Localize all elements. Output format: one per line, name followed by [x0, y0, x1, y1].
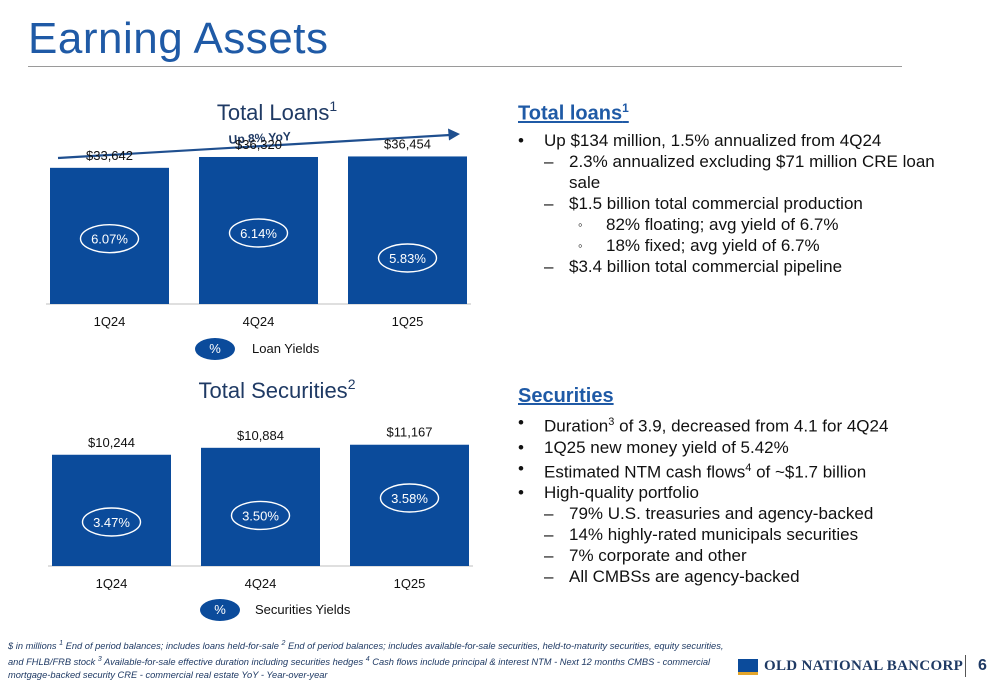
logo-text: OLD NATIONAL BANCORP: [764, 658, 964, 674]
loans-yield-label: 5.83%: [389, 251, 426, 266]
footnote: $ in millions 1 End of period balances; …: [8, 640, 724, 681]
securities-legend-pill: [200, 599, 240, 621]
securities-subbullet: –7% corporate and other: [544, 546, 747, 566]
securities-value-label: $10,244: [88, 435, 135, 450]
loans-legend-symbol: %: [209, 341, 221, 356]
securities-yield-oval: [230, 500, 291, 531]
loans-bar: [348, 156, 467, 304]
loans-legend-pill: [195, 338, 235, 360]
securities-panel: Securities • Duration3 of 3.9, decreased …: [518, 384, 958, 587]
securities-legend-label: Securities Yields: [255, 602, 351, 617]
securities-yield-label: 3.50%: [242, 508, 279, 523]
trend-arrow-line: [57, 133, 451, 160]
loans-bullet: • Up $134 million, 1.5% annualized from 4…: [518, 130, 882, 150]
loans-chart-title-sup: 1: [329, 98, 337, 114]
securities-yield-label: 3.58%: [391, 491, 428, 506]
total-securities-chart: Total Securities2 $10,244 1Q24 3.47% $10,88…: [30, 368, 500, 590]
securities-bullet: • Duration3 of 3.9, decreased from 4.1 fo…: [518, 413, 889, 436]
trend-arrow-head: [448, 128, 460, 141]
loans-subbullet: – $1.5 billion total commercial productio…: [544, 193, 863, 213]
securities-category-label: 1Q25: [394, 576, 426, 590]
svg-text:Total Loans1: Total Loans1: [217, 98, 338, 125]
total-loans-chart: Total Loans1 Up 8% YoY $33,642 1Q24 6.07% $…: [30, 90, 500, 365]
securities-category-label: 4Q24: [245, 576, 277, 590]
svg-text:Total Securities2: Total Securities2: [199, 376, 356, 403]
bank-logo-icon: [738, 659, 758, 675]
loans-chart-title: Total Loans: [217, 100, 330, 125]
loans-value-label: $36,454: [384, 136, 431, 151]
title-divider: [28, 66, 902, 67]
loans-category-label: 1Q25: [392, 314, 424, 329]
trend-label: Up 8% YoY: [228, 129, 291, 147]
securities-yield-label: 3.47%: [93, 515, 130, 530]
securities-subbullet: –14% highly-rated municipals securities: [544, 525, 859, 545]
page-title: Earning Assets: [28, 14, 329, 63]
securities-bullet: • Estimated NTM cash flows4 of ~$1.7 bill…: [518, 458, 867, 482]
securities-subbullet: –79% U.S. treasuries and agency-backed: [544, 504, 874, 524]
securities-panel-heading: Securities: [518, 385, 614, 407]
securities-legend-symbol: %: [214, 602, 226, 617]
securities-value-label: $10,884: [237, 428, 284, 443]
footer-separator: [965, 655, 966, 677]
securities-yield-oval: [379, 483, 440, 513]
loans-category-label: 1Q24: [94, 314, 126, 329]
loans-subbullet: – $3.4 billion total commercial pipeline: [544, 256, 843, 276]
loans-category-label: 4Q24: [243, 314, 275, 329]
securities-chart-title: Total Securities: [199, 378, 348, 403]
securities-subbullet: – All CMBSs are agency-backed: [544, 567, 800, 587]
loans-panel: Total loans1 • Up $134 million, 1.5% annu…: [518, 96, 958, 277]
securities-bullet: • High-quality portfolio: [518, 483, 699, 503]
loans-value-label: $33,642: [86, 148, 133, 163]
securities-legend: % Securities Yields: [200, 598, 370, 622]
loans-subbullet: –2.3% annualized excluding $71 million C…: [544, 151, 935, 192]
securities-chart-title-sup: 2: [348, 376, 356, 392]
securities-value-label: $11,167: [386, 425, 432, 440]
page-number: 6: [978, 657, 987, 674]
loans-yield-label: 6.07%: [91, 232, 128, 247]
loans-legend: % Loan Yields: [195, 337, 355, 361]
loans-subsubbullet: ◦ 18% fixed; avg yield of 6.7%: [578, 235, 820, 255]
securities-yield-oval: [81, 507, 142, 537]
loans-value-label: $36,320: [235, 137, 282, 152]
loans-yield-label: 6.14%: [240, 226, 277, 241]
securities-bullet: • 1Q25 new money yield of 5.42%: [518, 437, 789, 457]
securities-category-label: 1Q24: [96, 576, 128, 590]
loans-legend-label: Loan Yields: [252, 341, 320, 356]
loans-subsubbullet: ◦ 82% floating; avg yield of 6.7%: [578, 214, 839, 234]
loans-yield-oval: [228, 218, 289, 248]
loans-yield-oval: [79, 223, 140, 254]
loans-yield-oval: [377, 243, 438, 273]
loans-panel-heading: Total loans1: [518, 101, 629, 125]
